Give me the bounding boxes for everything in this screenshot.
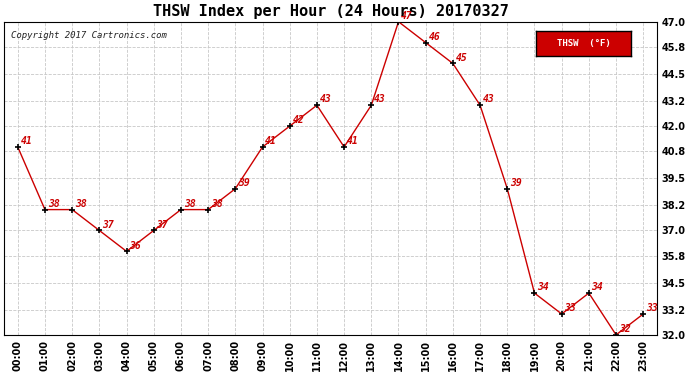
Text: 38: 38 [75, 199, 87, 209]
Text: 43: 43 [319, 94, 331, 105]
Text: 34: 34 [591, 282, 603, 292]
Text: 34: 34 [538, 282, 549, 292]
Text: 45: 45 [455, 53, 467, 63]
Text: 38: 38 [48, 199, 59, 209]
Text: 41: 41 [347, 136, 359, 146]
Text: 36: 36 [129, 241, 141, 250]
Text: 39: 39 [238, 178, 250, 188]
Text: 43: 43 [483, 94, 495, 105]
Text: 43: 43 [374, 94, 386, 105]
Text: Copyright 2017 Cartronics.com: Copyright 2017 Cartronics.com [10, 31, 166, 40]
Text: 42: 42 [293, 116, 304, 125]
Text: 37: 37 [157, 220, 168, 230]
Text: 41: 41 [21, 136, 32, 146]
Title: THSW Index per Hour (24 Hours) 20170327: THSW Index per Hour (24 Hours) 20170327 [152, 4, 509, 19]
Text: 32: 32 [619, 324, 631, 334]
Text: 39: 39 [510, 178, 522, 188]
Text: 33: 33 [564, 303, 576, 313]
Text: 33: 33 [646, 303, 658, 313]
Text: 38: 38 [184, 199, 195, 209]
Text: 46: 46 [428, 32, 440, 42]
Text: 38: 38 [211, 199, 223, 209]
Text: 41: 41 [265, 136, 277, 146]
Text: 47: 47 [402, 11, 413, 21]
Text: 37: 37 [102, 220, 114, 230]
